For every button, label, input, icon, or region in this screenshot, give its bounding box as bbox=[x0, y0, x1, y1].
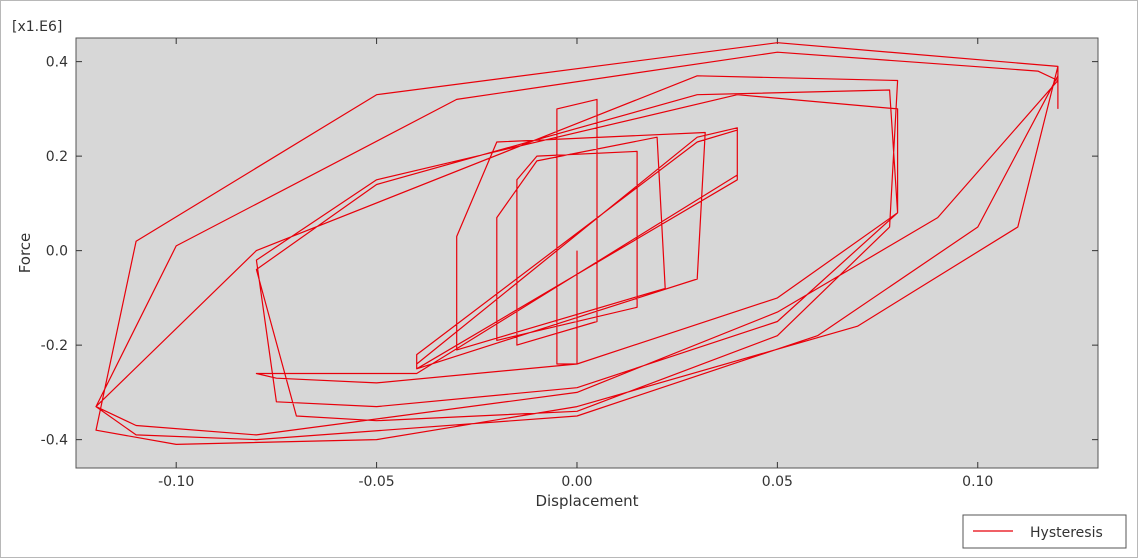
series-layer bbox=[95, 42, 1059, 445]
x-tick-label: 0.00 bbox=[561, 474, 592, 490]
y-tick-label: -0.2 bbox=[41, 338, 68, 354]
legend: Hysteresis bbox=[962, 514, 1127, 549]
tick-labels: -0.10 -0.05 0.00 0.05 0.10 -0.4 -0.2 0.0 0.2 0.4 bbox=[41, 55, 994, 490]
series-line-hysteresis bbox=[95, 42, 1059, 445]
y-tick-label: 0.4 bbox=[46, 55, 68, 71]
legend-label-hysteresis: Hysteresis bbox=[1030, 525, 1103, 541]
plot-area bbox=[75, 37, 1099, 469]
y-tick-label: 0.0 bbox=[46, 244, 68, 260]
y-multiplier-label: [x1.E6] bbox=[12, 19, 62, 35]
x-tick-label: -0.05 bbox=[358, 474, 394, 490]
y-tick-label: 0.2 bbox=[46, 149, 68, 165]
x-tick-label: -0.10 bbox=[158, 474, 194, 490]
y-axis-label: Force bbox=[16, 233, 34, 274]
y-tick-label: -0.4 bbox=[41, 433, 68, 449]
x-tick-label: 0.05 bbox=[762, 474, 793, 490]
x-tick-label: 0.10 bbox=[962, 474, 993, 490]
x-axis-label: Displacement bbox=[535, 492, 638, 510]
